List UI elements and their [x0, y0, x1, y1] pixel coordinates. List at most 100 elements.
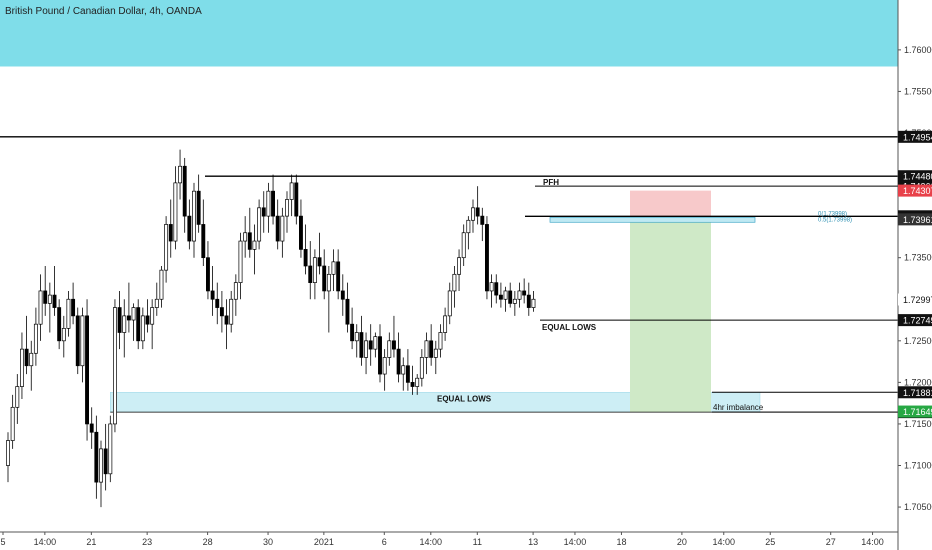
stop-price-label: 1.74307: [903, 186, 932, 196]
candle-body: [266, 190, 271, 217]
fib-label-a: 0(1.73998): [818, 211, 847, 217]
y-axis-background: [898, 0, 932, 550]
candle-body: [443, 315, 448, 333]
candle-body: [401, 365, 406, 375]
price-level-label: 1.74480: [903, 172, 932, 182]
last-price-label: 1.72997: [903, 295, 932, 305]
candle-body: [368, 340, 373, 350]
y-tick-label: 1.70500: [904, 502, 932, 512]
x-tick-label: 14:00: [861, 537, 884, 547]
candle-body: [38, 290, 43, 325]
fib-box: [549, 216, 756, 223]
candle-body: [85, 315, 89, 425]
candle-body: [224, 315, 229, 325]
candle-body: [61, 327, 66, 342]
candle-body: [126, 315, 131, 321]
candle-body: [168, 224, 173, 242]
candle-body: [112, 307, 117, 425]
candle-body: [243, 232, 248, 242]
candle-body: [206, 257, 210, 292]
y-axis[interactable]: 1.705001.710001.715001.720001.725001.730…: [897, 0, 932, 550]
candle-body: [201, 224, 206, 259]
candle-body: [331, 261, 336, 275]
candle-body: [364, 340, 369, 358]
last-price-label-bg: [898, 293, 932, 306]
candle-body: [252, 240, 257, 250]
price-level-label-bg: [898, 386, 932, 399]
candle-body: [289, 182, 294, 200]
x-axis[interactable]: 5 14:00 21 23 28 30 2021 6 14:00 11 13 14:00 18 20 14:…: [0, 531, 898, 547]
candle-body: [494, 282, 499, 296]
y-tick-label: 1.73500: [904, 253, 932, 263]
candle-body: [433, 348, 438, 358]
candle-body: [29, 352, 34, 367]
candle-body: [43, 290, 48, 304]
y-tick-label: 1.71500: [904, 419, 932, 429]
candle-body: [424, 340, 429, 358]
candle-body: [150, 307, 155, 325]
x-tick-label: 27: [826, 537, 836, 547]
candle-body: [20, 348, 24, 387]
x-tick-label: 14:00: [564, 537, 587, 547]
candle-body: [322, 265, 327, 292]
fib-label-b: 0.5(1.73998): [818, 217, 852, 223]
x-tick-label: 28: [203, 537, 213, 547]
candle-body: [196, 190, 201, 225]
candle-body: [317, 257, 322, 267]
target-price-label: 1.71649: [903, 407, 932, 417]
y-tick-label: 1.72500: [904, 336, 932, 346]
candle-body: [159, 269, 164, 300]
entry-price-label-bg: [898, 213, 932, 226]
candle-body: [233, 282, 238, 300]
candle-body: [210, 290, 215, 300]
x-tick-label: 6: [382, 537, 387, 547]
candle-body: [382, 357, 387, 375]
zones-layer: [0, 0, 898, 413]
candle-body: [345, 298, 350, 325]
candle-body: [271, 190, 276, 217]
candle-body: [512, 298, 517, 304]
price-level-label: 1.72749: [903, 316, 932, 326]
candle-body: [187, 215, 192, 242]
x-tick-label: 14:00: [34, 537, 57, 547]
candle-body: [336, 261, 341, 292]
candle-body: [173, 182, 178, 242]
price-level-label: 1.74954: [903, 132, 932, 142]
candle-body: [429, 340, 434, 358]
candle-body: [378, 336, 382, 375]
candle-body: [498, 294, 503, 300]
x-tick-label: 18: [616, 537, 626, 547]
candle-body: [229, 298, 234, 325]
price-level-label-bg: [898, 170, 932, 183]
candle-body: [466, 219, 471, 234]
levels-layer: [0, 136, 898, 413]
candle-body: [522, 290, 527, 296]
annotations-layer: PFH EQUAL LOWS EQUAL LOWS 4hr imbalance 0(1.…: [437, 178, 852, 412]
candle-body: [117, 307, 122, 333]
candle-body: [415, 377, 420, 387]
candle-body: [75, 315, 80, 367]
imbalance-label: 4hr imbalance: [713, 403, 764, 412]
candle-body: [52, 294, 57, 308]
candle-body: [392, 340, 396, 350]
candle-body: [192, 190, 196, 242]
candle-body: [387, 340, 392, 358]
candle-body: [410, 382, 415, 387]
candle-body: [257, 207, 262, 242]
x-tick-label: 14:00: [420, 537, 443, 547]
candle-body: [396, 348, 401, 375]
candle-body: [103, 448, 108, 475]
candle-body: [182, 165, 187, 217]
candle-body: [326, 273, 331, 292]
candle-body: [359, 332, 364, 358]
candle-body: [461, 232, 466, 259]
x-tick-label: 14:00: [712, 537, 735, 547]
candles-layer: [6, 149, 536, 508]
candle-body: [438, 332, 443, 350]
x-tick-label: 13: [528, 537, 538, 547]
candle-body: [108, 423, 113, 475]
